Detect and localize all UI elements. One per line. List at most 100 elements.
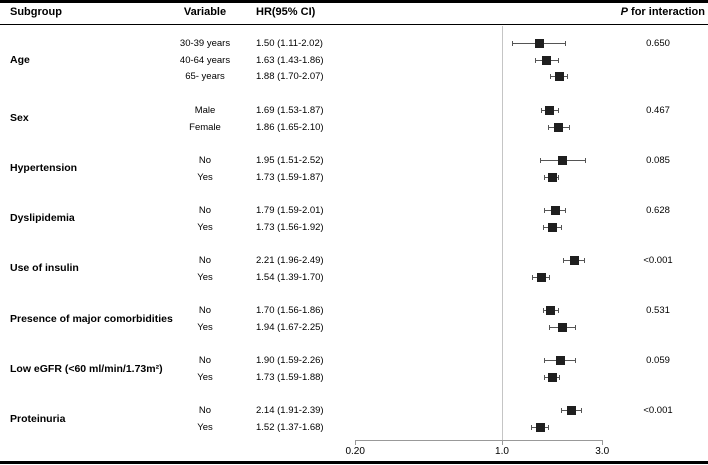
hr-ci-value-3-0: 1.79 (1.59-2.01) — [256, 205, 324, 216]
x-axis-tick-1 — [502, 440, 503, 445]
p-interaction-value-6: 0.059 — [646, 355, 670, 367]
hr-ci-value-0-0: 1.50 (1.11-2.02) — [256, 38, 323, 49]
hr-marker-6-1 — [547, 373, 557, 382]
hr-marker-1-1 — [554, 122, 564, 132]
ci-cap-high-0-0 — [565, 41, 567, 46]
hr-ci-value-2-1: 1.73 (1.59-1.87) — [256, 171, 324, 183]
ci-cap-high-5-0 — [557, 308, 559, 314]
subgroup-label-6: Low eGFR (<60 ml/min/1.73m²) — [10, 362, 163, 375]
ci-cap-low-5-0 — [542, 308, 544, 314]
subgroup-label-4: Use of insulin — [10, 262, 79, 275]
ci-cap-low-0-2 — [550, 74, 552, 80]
hr-ci-value-1-0: 1.69 (1.53-1.87) — [256, 104, 324, 116]
subgroup-label-3: Dyslipidemia — [10, 212, 75, 225]
p-interaction-value-7: <0.001 — [643, 405, 673, 417]
ci-cap-low-0-1 — [534, 57, 536, 63]
variable-label-2-1: Yes — [197, 171, 213, 183]
ci-cap-high-5-1 — [575, 324, 576, 330]
p-interaction-value-3: 0.628 — [646, 205, 670, 216]
subgroup-label-1: Sex — [10, 112, 29, 125]
variable-label-2-0: No — [198, 154, 212, 166]
ci-cap-high-3-1 — [560, 224, 562, 230]
column-header-p-interaction: P for interaction — [621, 5, 705, 20]
x-axis-tick-label-2: 3.0 — [595, 446, 610, 457]
ci-cap-high-6-1 — [558, 375, 560, 380]
variable-label-1-1: Female — [189, 121, 221, 133]
ci-cap-low-7-1 — [530, 425, 532, 431]
column-header-hr-ci: HR(95% CI) — [256, 6, 316, 18]
subgroup-label-2: Hypertension — [10, 162, 78, 175]
top-border-rule — [0, 0, 708, 3]
p-interaction-value-0: 0.650 — [646, 38, 670, 49]
ci-cap-high-7-0 — [580, 408, 582, 414]
hr-ci-value-4-1: 1.54 (1.39-1.70) — [256, 271, 324, 283]
hr-ci-value-1-1: 1.86 (1.65-2.10) — [256, 121, 324, 133]
variable-label-6-0: No — [198, 355, 212, 367]
column-header-variable: Variable — [183, 6, 227, 18]
ci-cap-low-4-1 — [532, 274, 533, 280]
hr-marker-4-0 — [569, 256, 579, 266]
ci-cap-low-6-1 — [544, 375, 546, 380]
hr-marker-5-1 — [557, 322, 567, 332]
subgroup-label-5: Presence of major comorbidities — [10, 312, 173, 325]
ci-cap-high-4-1 — [549, 274, 551, 280]
ci-cap-high-0-1 — [557, 57, 559, 63]
ci-cap-low-4-0 — [563, 258, 565, 264]
ci-cap-low-7-0 — [561, 408, 562, 414]
variable-label-5-0: No — [198, 305, 212, 317]
variable-label-6-1: Yes — [197, 372, 213, 383]
ci-cap-low-0-0 — [511, 41, 513, 46]
ci-cap-high-0-2 — [567, 74, 569, 80]
hr-ci-value-6-0: 1.90 (1.59-2.26) — [256, 355, 324, 367]
hr-marker-0-1 — [542, 55, 552, 65]
hr-marker-1-0 — [545, 105, 555, 115]
hr-ci-value-0-1: 1.63 (1.43-1.86) — [256, 54, 324, 66]
hr-marker-2-1 — [547, 172, 557, 182]
variable-label-5-1: Yes — [197, 321, 213, 333]
variable-label-0-2: 65- years — [185, 71, 225, 83]
p-interaction-value-5: 0.531 — [646, 305, 670, 317]
ci-cap-high-7-1 — [548, 425, 550, 431]
ci-cap-high-1-1 — [568, 124, 570, 130]
x-axis-tick-2 — [602, 440, 604, 445]
p-interaction-value-1: 0.467 — [646, 104, 670, 116]
hr-ci-value-2-0: 1.95 (1.51-2.52) — [256, 154, 324, 166]
bottom-border-rule — [0, 461, 708, 464]
hr-marker-7-0 — [566, 406, 576, 416]
ci-cap-low-1-1 — [547, 124, 549, 130]
hr-marker-7-1 — [535, 423, 545, 433]
variable-label-0-0: 30-39 years — [179, 38, 231, 49]
hr-ci-value-5-0: 1.70 (1.56-1.86) — [256, 305, 324, 317]
ci-cap-low-6-0 — [544, 358, 546, 364]
p-interaction-value-2: 0.085 — [646, 154, 670, 166]
ci-cap-low-3-1 — [542, 224, 544, 230]
variable-label-4-0: No — [198, 255, 212, 267]
variable-label-3-0: No — [198, 205, 212, 216]
header-separator-rule — [0, 23, 708, 25]
ci-cap-high-3-0 — [564, 208, 566, 213]
hr-marker-5-0 — [545, 306, 555, 316]
variable-label-0-1: 40-64 years — [179, 54, 231, 66]
ci-cap-high-1-0 — [558, 107, 560, 113]
hr-marker-3-1 — [547, 222, 557, 232]
hr-ci-value-5-1: 1.94 (1.67-2.25) — [256, 321, 324, 333]
hr-ci-value-4-0: 2.21 (1.96-2.49) — [256, 255, 324, 267]
x-axis-tick-label-0: 0.20 — [345, 446, 365, 457]
ci-cap-high-2-1 — [558, 174, 560, 180]
ci-cap-low-2-1 — [544, 174, 546, 180]
variable-label-4-1: Yes — [197, 271, 213, 283]
reference-line — [502, 26, 503, 440]
hr-marker-0-0 — [534, 39, 544, 48]
p-interaction-value-4: <0.001 — [643, 255, 673, 267]
variable-label-1-0: Male — [194, 104, 216, 116]
hr-marker-6-0 — [556, 356, 565, 366]
ci-cap-high-4-0 — [584, 258, 586, 264]
ci-cap-high-6-0 — [575, 358, 577, 364]
variable-label-3-1: Yes — [197, 221, 213, 233]
hr-ci-value-3-1: 1.73 (1.56-1.92) — [256, 221, 324, 233]
p-symbol: P — [620, 6, 628, 18]
hr-ci-value-0-2: 1.88 (1.70-2.07) — [256, 71, 324, 83]
x-axis-line — [355, 440, 603, 441]
ci-cap-low-5-1 — [548, 324, 550, 330]
hr-marker-2-0 — [558, 155, 568, 165]
